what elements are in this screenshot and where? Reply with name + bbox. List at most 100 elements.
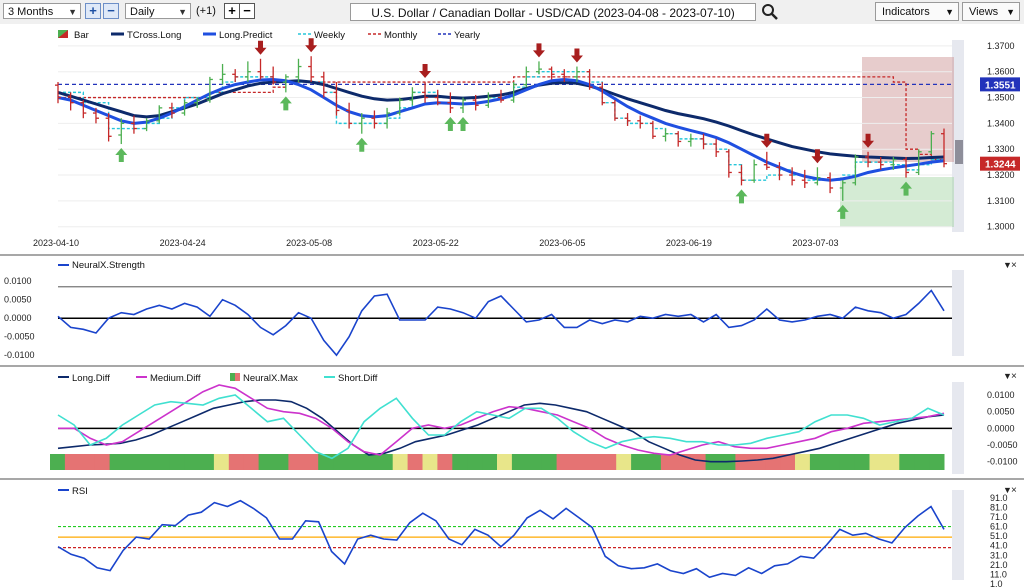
toolbar: 3 Months ▼ + − Daily ▼ (+1) + − U.S. Dol… [0,0,1024,25]
neuralx-max-cell [839,454,856,470]
strength-scrollbar[interactable] [952,270,964,356]
rsi-scrollbar[interactable] [952,490,964,580]
neuralx-max-cell [243,454,260,470]
legend-rsi: RSI [72,486,88,497]
date-tick-label: 2023-07-03 [792,238,838,248]
interval-select[interactable]: Daily ▼ [125,3,191,19]
neuralx-max-cell [646,454,662,470]
neuralx-max-cell [452,454,468,470]
neuralx-max-cell [288,454,304,470]
price-scrollbar[interactable] [952,40,964,232]
strength-panel-menu-icon[interactable]: ▼ [1003,260,1012,270]
neuralx-max-cell [50,454,66,470]
sell-arrow-icon [254,40,267,55]
neuralx-max-cell [660,454,677,470]
neuralx-max-cell [616,454,632,470]
rsi-panel-close-icon[interactable]: × [1011,485,1017,496]
legend-swatch-max-green [230,373,235,381]
strength-tick-label: -0.0050 [4,332,35,342]
search-icon[interactable] [761,3,779,21]
rsi-panel-menu-icon[interactable]: ▼ [1003,485,1012,495]
rsi-tick-label: 1.0 [990,579,1003,588]
buy-arrow-icon [444,117,457,132]
neuralx-max-cell [79,454,96,470]
diff-scrollbar[interactable] [952,382,964,474]
views-label: Views [969,6,999,18]
neuralx-max-cell [303,454,319,470]
neuralx-max-cell [482,454,498,470]
rsi-tick-label: 81.0 [990,502,1008,512]
buy-arrow-icon [900,181,913,196]
neuralx-max-cell [199,454,215,470]
neuralx-max-cell [824,454,841,470]
legend-yearly: Yearly [454,30,480,41]
sell-arrow-icon [305,38,318,53]
zoom-out-button[interactable]: − [103,3,119,19]
signal-arrows [115,38,913,219]
sell-arrow-icon [811,149,824,164]
neuralx-max-cell [258,454,274,470]
buy-arrow-icon [457,117,470,132]
neuralx-max-cell [228,454,245,470]
neuralx-max-cell [780,454,796,470]
neuralx-max-cell [124,454,140,470]
rsi-tick-label: 61.0 [990,522,1008,532]
legend-monthly: Monthly [384,30,418,41]
zoom-in-button[interactable]: + [85,3,101,19]
legend-long-diff: Long.Diff [72,373,110,384]
rsi-panel: 91.081.071.061.051.041.031.021.011.01.0 [57,493,1008,588]
neuralx-max-cell [586,454,602,470]
dropdown-arrow-icon: ▼ [945,7,954,17]
diff-panel-menu-icon[interactable]: ▼ [1003,371,1012,381]
neuralx-max-cell [437,454,453,470]
sell-arrow-icon [760,133,773,148]
legend-neuralx-max: NeuralX.Max [243,373,298,384]
interval-label: Daily [130,6,155,18]
period-select[interactable]: 3 Months ▼ [3,3,81,19]
date-tick-label: 2023-06-19 [666,238,712,248]
neuralx-max-cell [750,454,766,470]
neuralx-max-cell [169,454,185,470]
neuralx-max-cell [422,454,438,470]
date-tick-label: 2023-04-24 [160,238,206,248]
legend-long-predict: Long.Predict [219,30,273,41]
diff-tick-label: -0.0100 [987,457,1018,467]
neuralx-max-cell [899,454,915,470]
offset-label: (+1) [196,5,216,17]
indicators-label: Indicators [882,6,930,18]
neuralx-max-cell [467,454,483,470]
neuralx-max-cell [735,454,751,470]
price-scroll-thumb[interactable] [955,140,963,164]
neuralx-max-cell [526,454,543,470]
date-tick-label: 2023-05-08 [286,238,332,248]
neuralx-max-cell [139,454,155,470]
neuralx-max-cell [690,454,707,470]
chart-background [0,24,1024,588]
offset-minus-button[interactable]: − [239,3,255,19]
price-tick-label: 1.3000 [987,222,1015,232]
legend-tcross-long: TCross.Long [127,30,181,41]
neuralx-max-cell [631,454,647,470]
diff-panel: 0.0100 0.0050 0.0000 -0.0050 -0.0100 [50,384,1018,470]
minus-icon: − [243,3,251,18]
symbol-title-input[interactable]: U.S. Dollar / Canadian Dollar - USD/CAD … [350,3,756,21]
buy-arrow-icon [279,96,292,111]
date-tick-label: 2023-06-05 [539,238,585,248]
buy-arrow-icon [735,189,748,204]
neuralx-max-cell [94,454,111,470]
neuralx-max-cell [556,454,572,470]
diff-panel-close-icon[interactable]: × [1011,371,1017,382]
neuralx-max-cell [511,454,528,470]
neuralx-max-cell [914,454,930,470]
price-legend: Bar TCross.Long Long.Predict Weekly Mont… [58,30,480,41]
indicators-button[interactable]: Indicators ▼ [875,2,959,21]
views-button[interactable]: Views ▼ [962,2,1020,21]
dropdown-arrow-icon: ▼ [178,7,187,17]
legend-swatch-max-red [235,373,240,381]
strength-tick-label: 0.0000 [4,313,32,323]
rsi-tick-label: 71.0 [990,512,1008,522]
dropdown-arrow-icon: ▼ [68,7,77,17]
strength-panel-close-icon[interactable]: × [1011,260,1017,271]
short-diff-line [57,394,945,460]
